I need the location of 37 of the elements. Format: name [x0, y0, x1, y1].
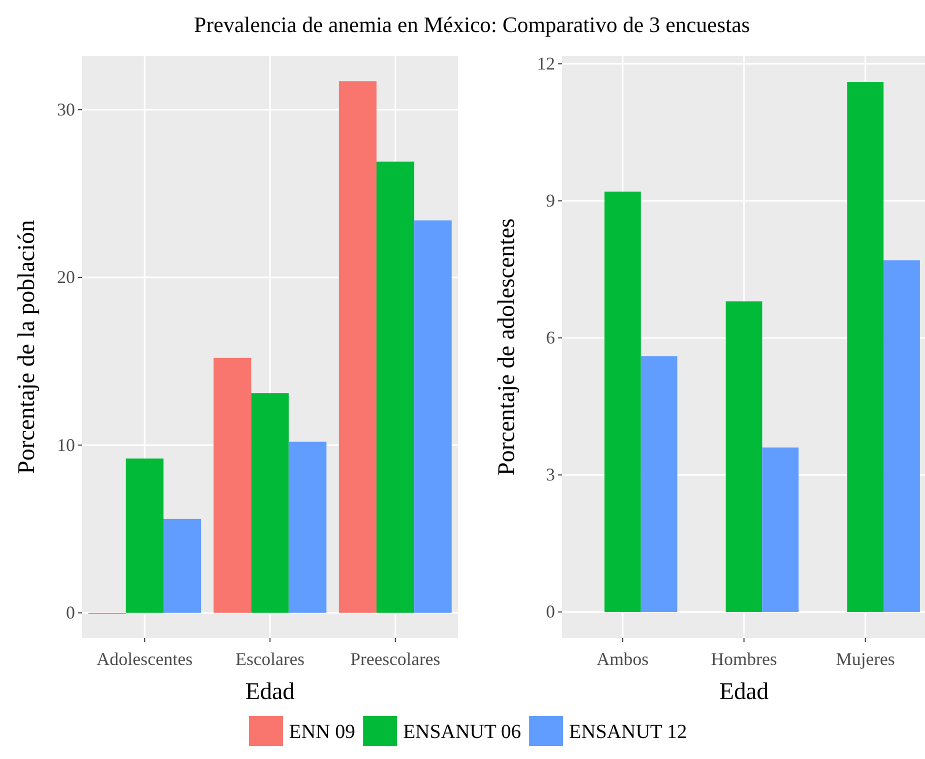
y-tick-label: 10 [57, 434, 75, 455]
x-tick-label: Ambos [596, 648, 649, 669]
y-tick-label: 3 [546, 464, 555, 485]
x-tick-label: Preescolares [350, 648, 440, 669]
y-tick-label: 9 [546, 190, 555, 211]
legend-label: ENSANUT 06 [403, 721, 522, 743]
bar [288, 442, 326, 613]
bar [762, 448, 799, 612]
bar [126, 458, 164, 613]
bar [847, 82, 884, 612]
y-axis-title: Porcentaje de adolescentes [494, 218, 520, 476]
x-axis-title: Edad [245, 679, 295, 705]
legend-label: ENN 09 [288, 721, 356, 743]
y-tick-label: 20 [57, 267, 75, 288]
legend-label: ENSANUT 12 [569, 721, 688, 743]
bar [414, 220, 452, 613]
bar [163, 518, 202, 613]
bar [726, 301, 762, 612]
bar [884, 260, 920, 612]
x-tick-label: Adolescentes [96, 648, 193, 669]
bar [251, 393, 289, 613]
y-tick-label: 0 [66, 602, 75, 623]
x-tick-label: Mujeres [836, 648, 895, 669]
bar [376, 162, 414, 613]
y-axis-title: Porcentaje de la población [14, 220, 40, 474]
y-tick-label: 12 [537, 54, 555, 74]
y-tick-label: 6 [546, 328, 555, 348]
y-tick-label: 30 [57, 99, 75, 120]
chart-title: Prevalencia de anemia en México: Comparativo de 3 encuestas [194, 12, 750, 37]
bar [214, 358, 252, 613]
bar [338, 81, 377, 613]
y-tick-label: 0 [546, 602, 555, 622]
x-tick-label: Hombres [711, 648, 777, 669]
x-tick-label: Escolares [236, 648, 304, 669]
x-axis-title: Edad [719, 679, 769, 705]
bar [604, 192, 641, 612]
bar [640, 356, 678, 612]
